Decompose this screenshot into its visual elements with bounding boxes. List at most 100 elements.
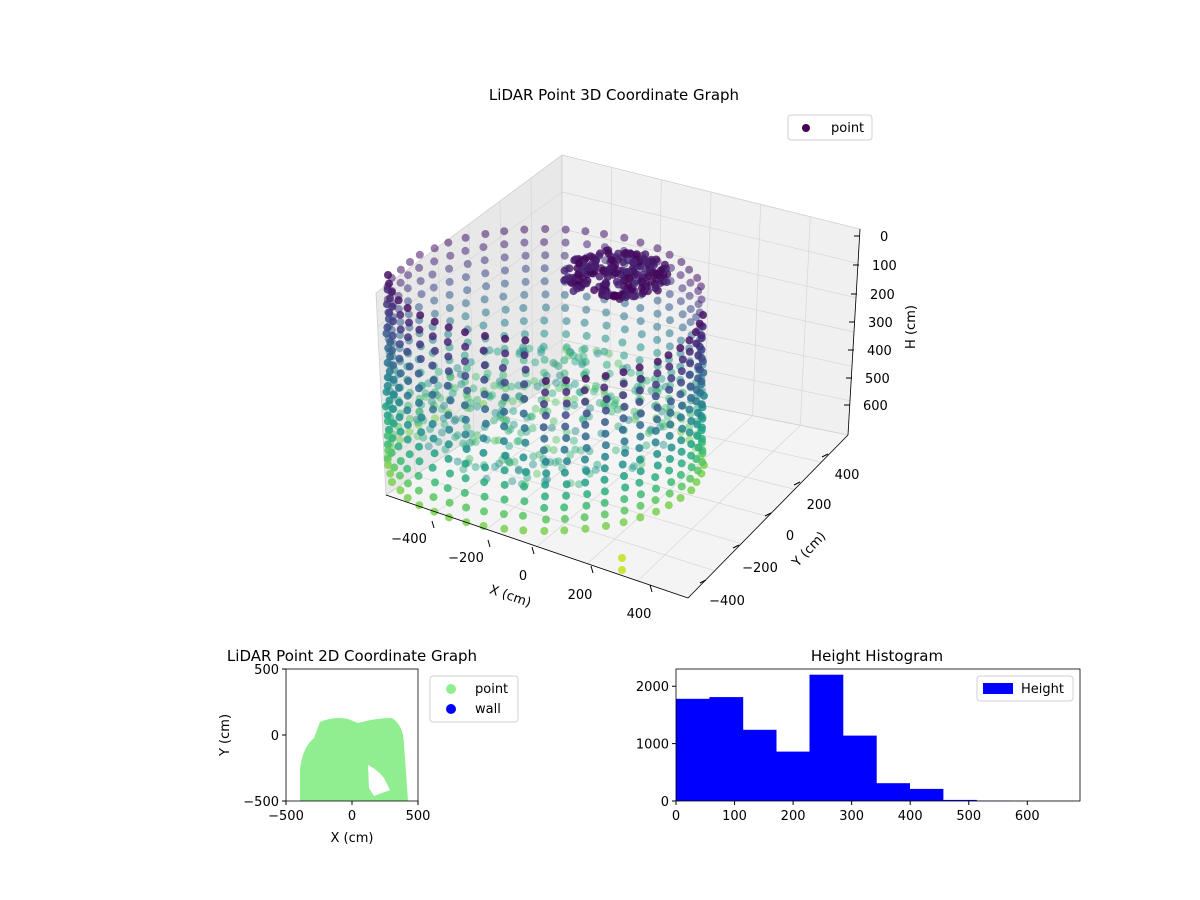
point-3d <box>694 374 702 382</box>
histogram-x-tick-label: 600 <box>1015 809 1040 824</box>
point-3d <box>612 446 620 454</box>
y2d-tick-label: 0 <box>271 729 279 744</box>
point-3d <box>622 293 630 301</box>
point-3d <box>561 469 569 477</box>
point-3d <box>500 437 508 445</box>
point-3d <box>677 379 685 387</box>
point-3d <box>652 270 660 278</box>
point-3d <box>638 330 646 338</box>
legend-label-point: point <box>831 121 864 136</box>
point-3d <box>665 386 673 394</box>
point-3d <box>638 284 646 292</box>
histogram-bar <box>810 675 844 801</box>
point-3d <box>652 427 660 435</box>
point-3d <box>430 284 438 292</box>
point-3d <box>618 566 626 574</box>
point-3d <box>562 330 570 338</box>
point-3d <box>637 343 645 351</box>
point-3d <box>461 357 469 365</box>
point-3d <box>383 330 391 338</box>
point-3d <box>581 398 589 406</box>
point-3d <box>636 356 644 364</box>
point-3d <box>502 306 510 314</box>
histogram-y-tick-label: 1000 <box>636 738 669 753</box>
point-3d <box>548 389 556 397</box>
point-3d <box>520 483 528 491</box>
point-3d <box>563 317 571 325</box>
point-3d <box>698 296 706 304</box>
point-3d <box>428 362 436 370</box>
point-3d <box>620 312 628 320</box>
point-3d <box>397 279 405 287</box>
point-3d <box>570 437 578 445</box>
point-3d <box>396 311 404 319</box>
point-3d <box>520 239 528 247</box>
point-3d <box>537 349 545 357</box>
point-3d <box>445 367 453 375</box>
point-3d <box>461 343 469 351</box>
point-3d <box>428 271 436 279</box>
histogram-legend: Height <box>977 676 1073 701</box>
point-3d <box>429 332 437 340</box>
point-3d <box>454 431 462 439</box>
point-3d <box>635 479 643 487</box>
point-3d <box>406 363 414 371</box>
point-3d <box>614 360 622 368</box>
x3d-tick-label: −400 <box>391 532 427 547</box>
point-3d <box>636 456 644 464</box>
point-3d <box>572 427 580 435</box>
point-3d <box>404 392 412 400</box>
histogram-x-tick-label: 200 <box>781 809 806 824</box>
point-3d <box>542 290 550 298</box>
point-3d <box>602 372 610 380</box>
point-3d <box>582 306 590 314</box>
point-3d <box>500 227 508 235</box>
point-3d <box>480 478 488 486</box>
point-3d <box>472 373 480 381</box>
chart-3d-legend: point <box>788 115 872 140</box>
point-3d <box>665 467 673 475</box>
point-3d <box>500 510 508 518</box>
point-3d <box>653 323 661 331</box>
point-3d <box>629 292 637 300</box>
point-3d <box>652 496 660 504</box>
point-3d <box>637 410 645 418</box>
point-3d <box>561 423 569 431</box>
point-3d <box>694 351 702 359</box>
point-3d <box>461 247 469 255</box>
point-3d <box>479 449 487 457</box>
point-3d <box>561 304 569 312</box>
point-3d <box>506 459 514 467</box>
point-3d <box>677 258 685 266</box>
point-3d <box>520 395 528 403</box>
point-3d <box>444 338 452 346</box>
point-3d <box>687 452 695 460</box>
z3d-tick-label: 0 <box>880 230 888 245</box>
point-3d <box>641 250 649 258</box>
point-3d <box>444 382 452 390</box>
histogram-bar <box>910 789 944 801</box>
point-3d <box>542 469 550 477</box>
point-3d <box>499 415 507 423</box>
point-3d <box>581 479 589 487</box>
legend-label-point: point <box>475 682 508 697</box>
point-3d <box>453 364 461 372</box>
point-3d <box>605 350 613 358</box>
point-3d <box>618 554 626 562</box>
point-3d <box>396 486 404 494</box>
point-3d <box>686 348 694 356</box>
point-3d <box>562 345 570 353</box>
point-3d <box>661 261 669 269</box>
chart-3d: LiDAR Point 3D Coordinate Graph −400 −20… <box>376 86 919 622</box>
histogram-bar <box>876 783 910 801</box>
point-3d <box>686 429 694 437</box>
point-3d <box>462 312 470 320</box>
point-3d <box>560 503 568 511</box>
point-3d <box>601 453 609 461</box>
point-3d <box>415 472 423 480</box>
legend-label-wall: wall <box>475 702 501 717</box>
point-3d <box>384 344 392 352</box>
point-3d <box>612 269 620 277</box>
point-3d <box>430 257 438 265</box>
